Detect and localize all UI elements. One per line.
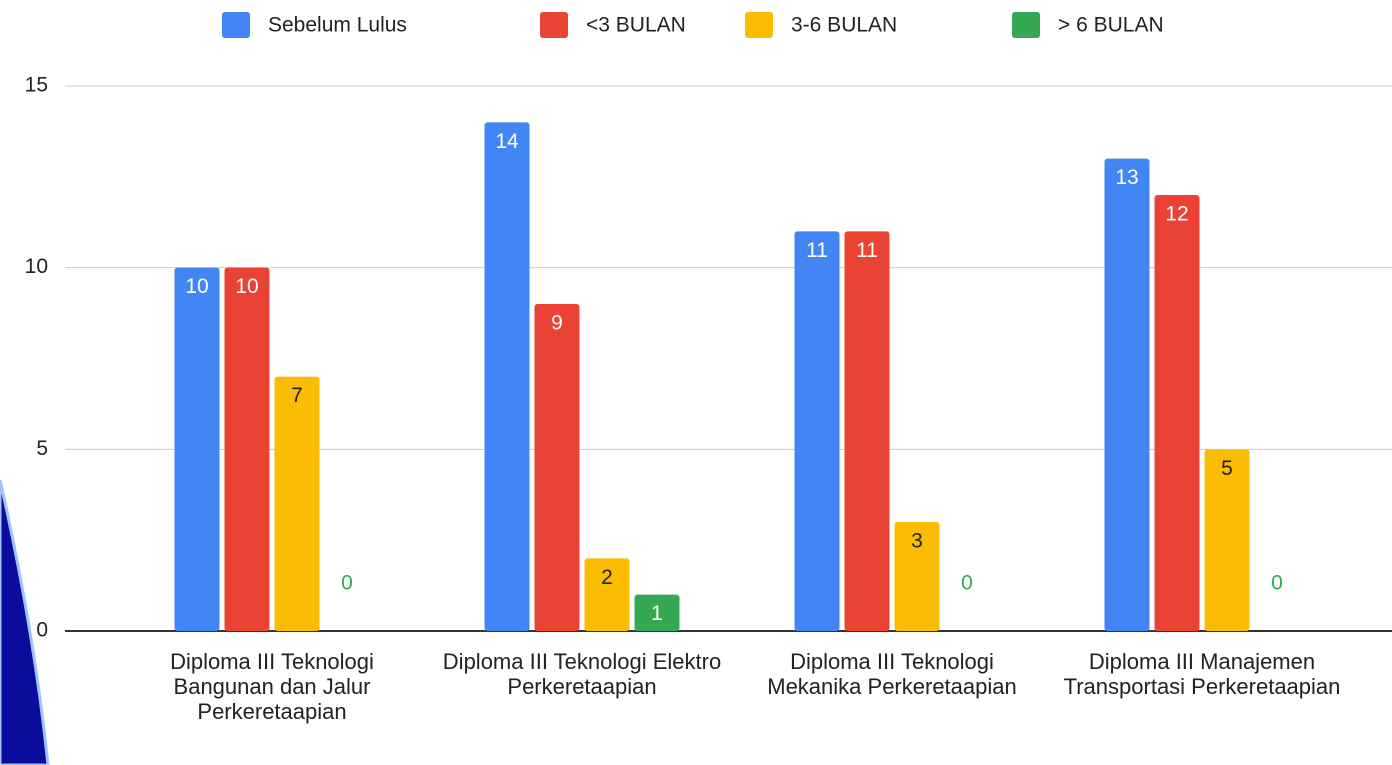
bar — [894, 522, 940, 631]
legend-swatch — [1012, 12, 1040, 38]
data-label: 10 — [185, 275, 208, 298]
bar — [274, 376, 320, 631]
bar — [844, 231, 890, 632]
data-label: 5 — [1221, 457, 1233, 480]
y-tick-label: 15 — [25, 74, 48, 97]
data-label: 13 — [1115, 166, 1138, 189]
x-tick-label: Diploma III Teknologi Bangunan dan Jalur… — [170, 649, 374, 724]
data-label: 0 — [961, 572, 973, 595]
bar — [634, 594, 680, 631]
data-label: 1 — [651, 602, 663, 625]
data-label: 14 — [495, 130, 519, 153]
bar — [584, 558, 630, 631]
bar — [1104, 158, 1150, 631]
data-label: 0 — [1271, 572, 1283, 595]
bar — [174, 267, 220, 631]
data-label: 3 — [911, 530, 923, 553]
data-label: 7 — [291, 384, 303, 407]
data-label: 11 — [856, 239, 878, 262]
x-tick-label: Diploma III Manajemen Transportasi Perke… — [1063, 649, 1341, 699]
decorative-shape — [0, 479, 50, 765]
legend-swatch — [222, 12, 250, 38]
data-label: 11 — [806, 239, 828, 262]
y-tick-label: 5 — [36, 437, 48, 460]
bar — [794, 231, 840, 632]
legend-swatch — [540, 12, 568, 38]
data-label: 2 — [601, 566, 613, 589]
bar — [224, 267, 270, 631]
bar — [1154, 195, 1200, 631]
bar — [484, 122, 530, 631]
bar — [1204, 449, 1250, 631]
data-label: 12 — [1165, 203, 1188, 226]
y-tick-label: 10 — [25, 255, 48, 278]
x-tick-label: Diploma III Teknologi Mekanika Perkereta… — [767, 649, 1017, 699]
legend-swatch — [745, 12, 773, 38]
legend-label: 3-6 BULAN — [791, 14, 897, 37]
data-label: 10 — [235, 275, 258, 298]
data-label: 0 — [341, 572, 353, 595]
x-tick-label: Diploma III Teknologi Elektro Perkeretaa… — [442, 649, 722, 699]
y-tick-label: 0 — [36, 619, 48, 642]
bar — [534, 304, 580, 631]
data-label: 9 — [551, 312, 563, 335]
legend-label: > 6 BULAN — [1058, 14, 1164, 37]
legend-label: <3 BULAN — [586, 14, 686, 37]
legend-label: Sebelum Lulus — [268, 14, 407, 37]
